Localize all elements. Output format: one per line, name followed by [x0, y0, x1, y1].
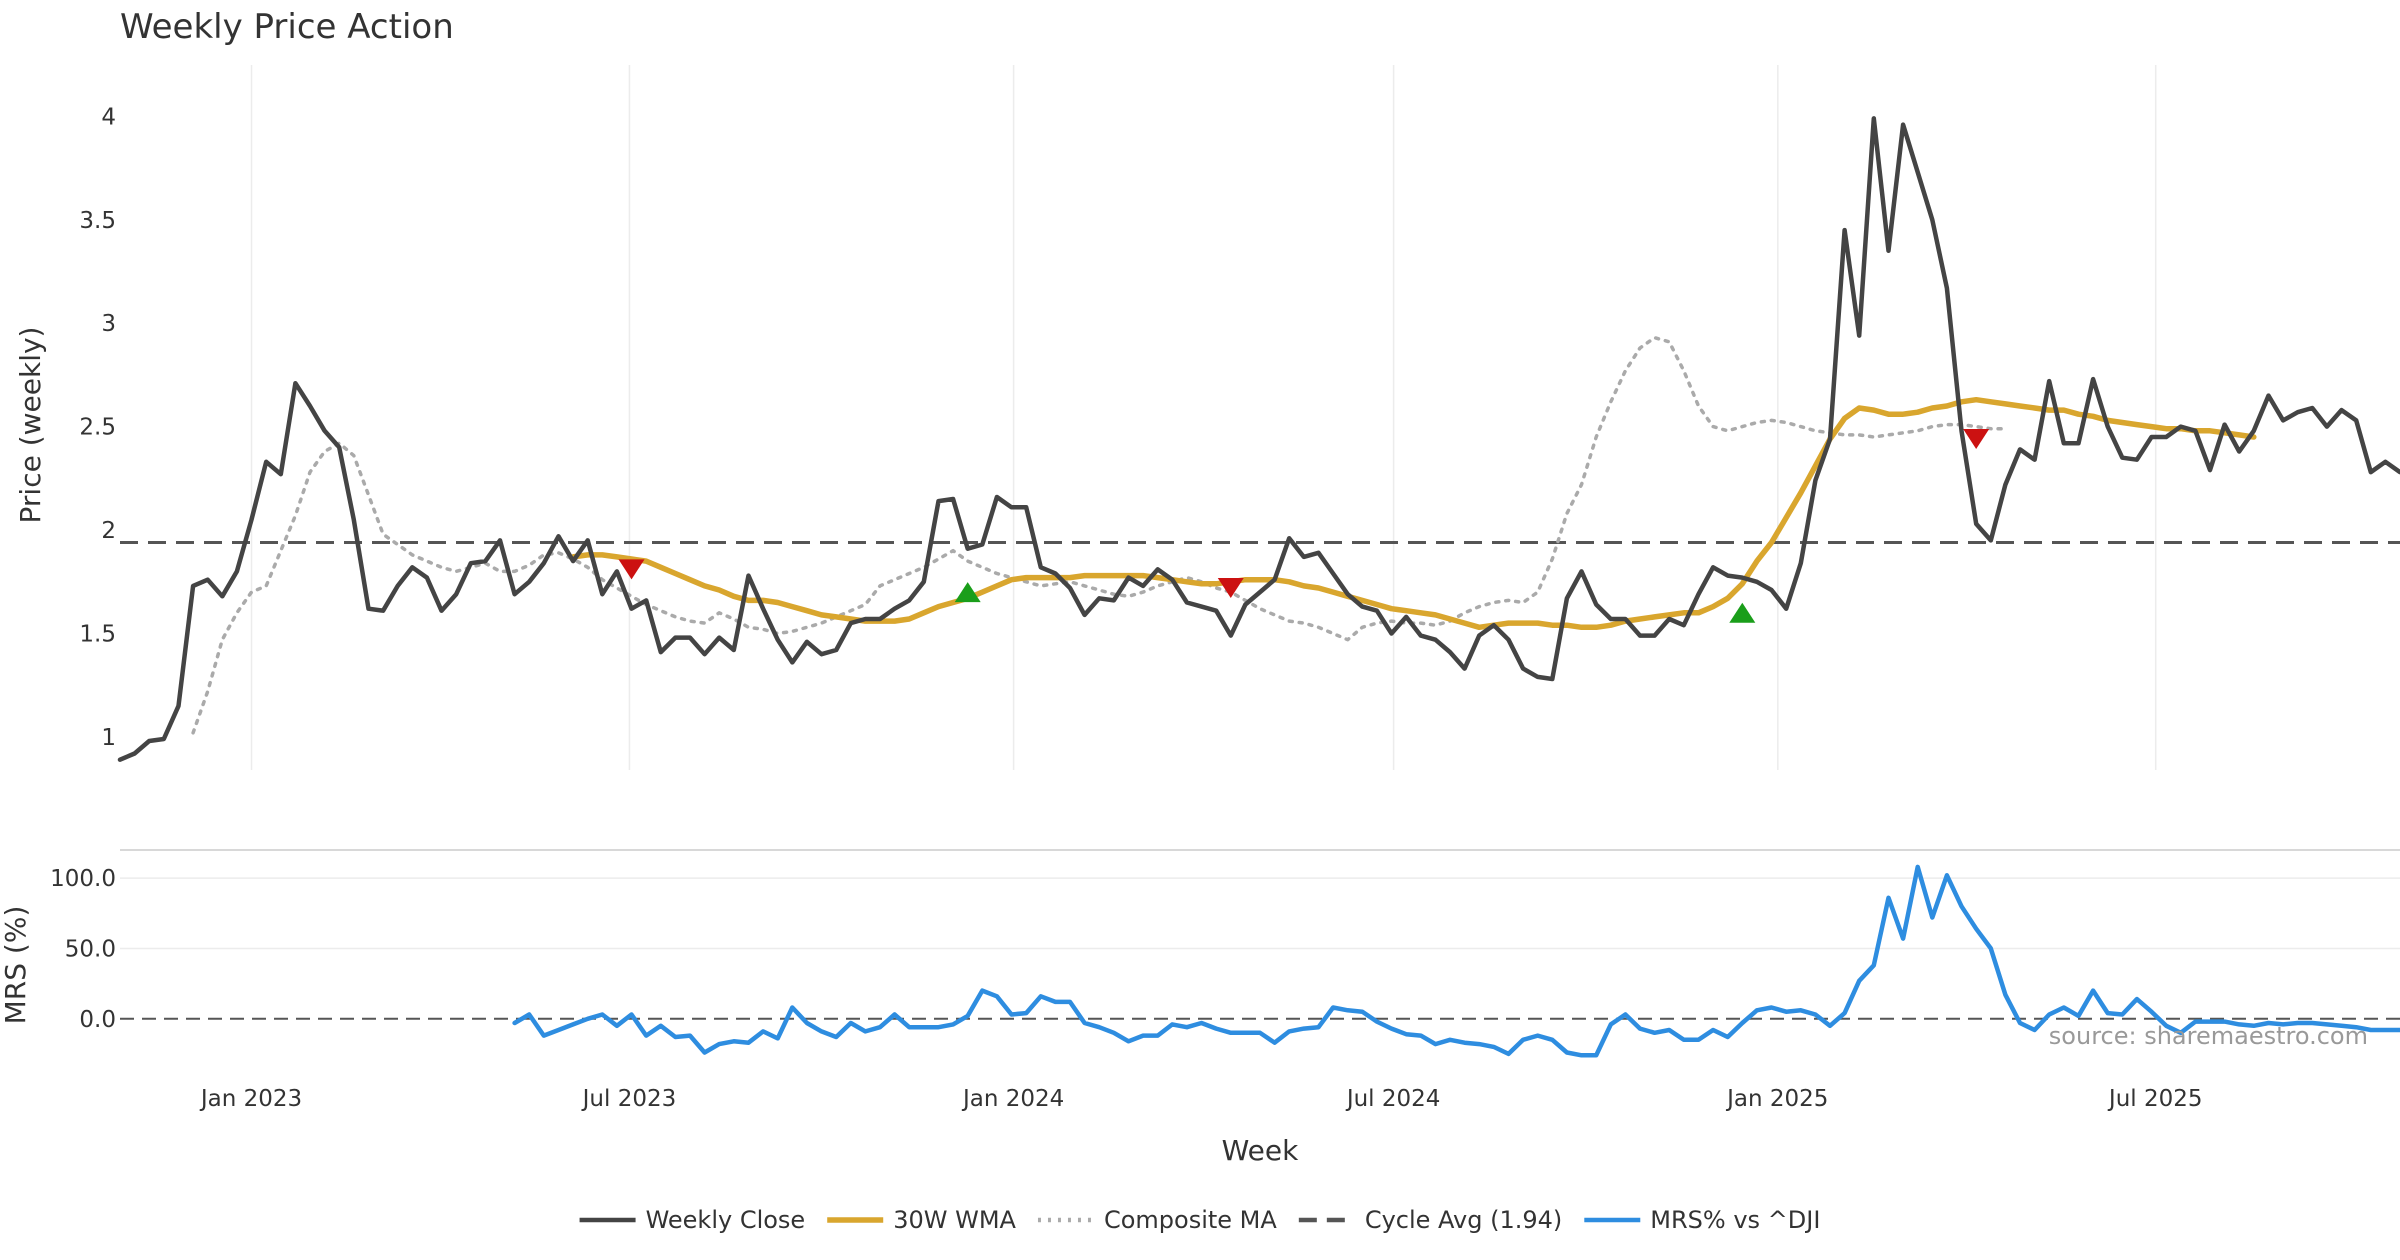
- x-tick-labels: Jan 2023 Jul 2023 Jan 2024 Jul 2024 Jan 2025…: [199, 1086, 2203, 1112]
- price-y-tick-label: 4: [101, 104, 116, 130]
- mrs-y-tick-label: 50.0: [65, 936, 116, 962]
- wma-30w-line: [570, 396, 2257, 631]
- x-axis-label: Week: [1222, 1134, 1299, 1167]
- price-y-tick-label: 3: [101, 311, 116, 337]
- buy-signal-marker: [954, 582, 981, 603]
- x-tick-label: Jul 2024: [1345, 1086, 1441, 1112]
- mrs-line: [512, 864, 2400, 1058]
- x-tick-label: Jul 2025: [2107, 1086, 2203, 1112]
- x-tick-label: Jan 2023: [199, 1086, 302, 1112]
- mrs-y-tick-label: 100.0: [50, 866, 116, 892]
- mrs-y-tick-label: 0.0: [79, 1007, 116, 1033]
- legend: Weekly Close 30W WMA Composite MA Cycle Avg…: [579, 1206, 1820, 1234]
- buy-signal-marker: [1729, 602, 1756, 623]
- price-y-tick-label: 1.5: [79, 621, 116, 647]
- composite-ma-line: [191, 335, 2008, 735]
- legend-label: MRS% vs ^DJI: [1650, 1206, 1820, 1234]
- legend-label: Weekly Close: [646, 1206, 806, 1234]
- mrs-y-axis-label: MRS (%): [0, 906, 32, 1025]
- y-tick-labels: 1 1.5 2 2.5 3 3.5 4 0.0 50.0 100.0: [50, 104, 116, 1032]
- price-y-axis-label: Price (weekly): [14, 327, 47, 524]
- source-note: source: sharemaestro.com: [2049, 1022, 2368, 1050]
- price-y-tick-label: 1: [101, 725, 116, 751]
- price-y-tick-label: 2.5: [79, 415, 116, 441]
- series-lines: [117, 116, 2400, 1058]
- sell-signal-marker: [1963, 429, 1990, 450]
- weekly-close-line: [117, 116, 2400, 762]
- price-y-tick-label: 3.5: [79, 208, 116, 234]
- x-tick-label: Jan 2024: [961, 1086, 1064, 1112]
- signal-markers: [618, 429, 1990, 623]
- reference-lines: [120, 540, 2400, 1020]
- legend-label: Composite MA: [1104, 1206, 1277, 1234]
- sell-signal-marker: [618, 559, 645, 580]
- chart-title: Weekly Price Action: [120, 7, 454, 47]
- price-y-tick-label: 2: [101, 518, 116, 544]
- gridlines: [120, 65, 2400, 950]
- legend-label: 30W WMA: [893, 1206, 1016, 1234]
- legend-label: Cycle Avg (1.94): [1365, 1206, 1562, 1234]
- sell-signal-marker: [1217, 577, 1244, 598]
- x-tick-label: Jan 2025: [1725, 1086, 1828, 1112]
- x-tick-label: Jul 2023: [581, 1086, 677, 1112]
